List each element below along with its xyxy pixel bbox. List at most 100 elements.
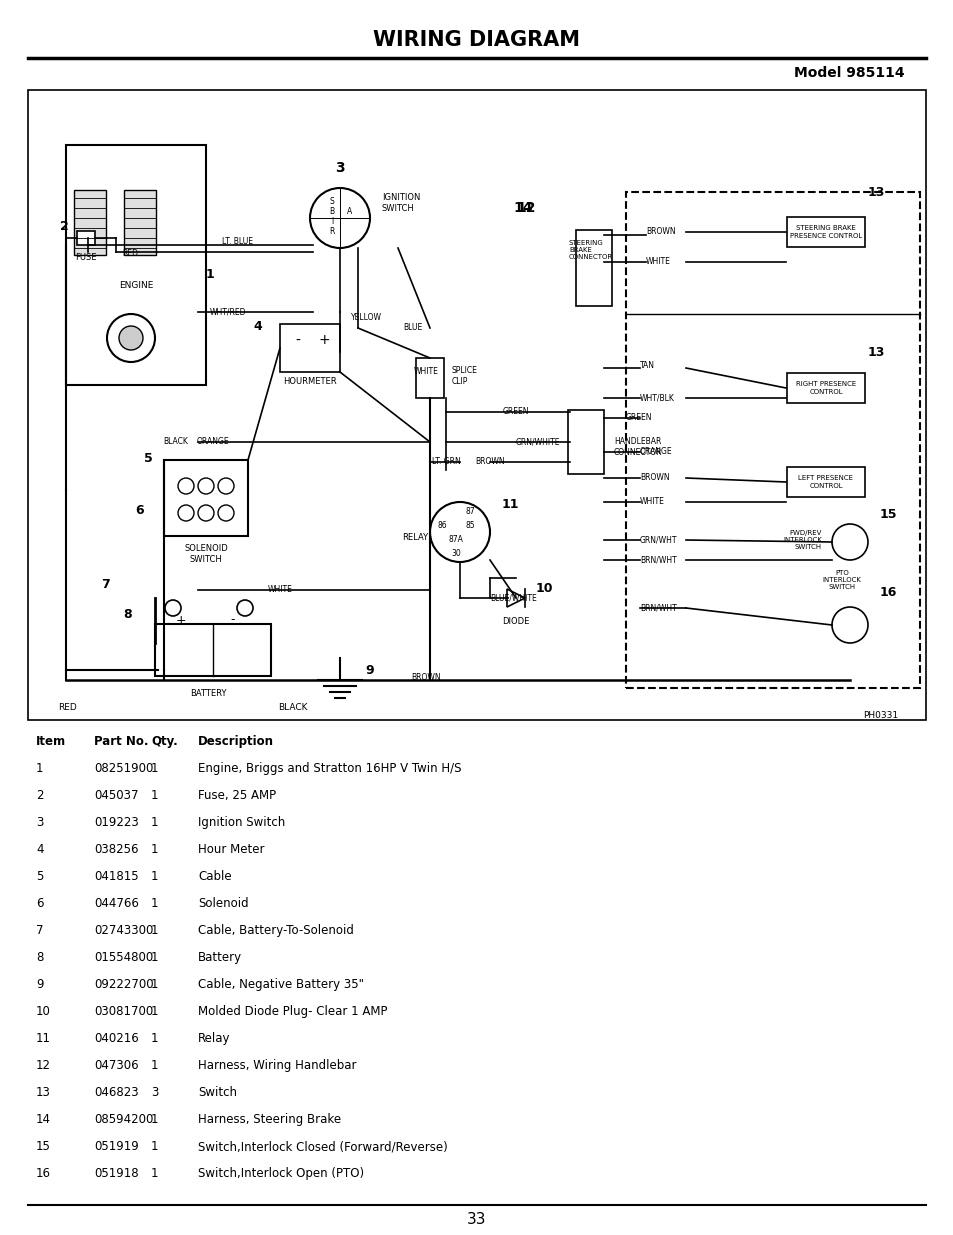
Text: 019223: 019223 xyxy=(94,816,138,829)
Text: 09222700: 09222700 xyxy=(94,978,153,990)
Text: Part No.: Part No. xyxy=(94,735,149,748)
Text: -: - xyxy=(231,614,235,626)
Text: 13: 13 xyxy=(866,185,883,199)
Text: Switch,Interlock Open (PTO): Switch,Interlock Open (PTO) xyxy=(198,1167,364,1179)
Text: LT. GRN: LT. GRN xyxy=(431,457,460,467)
Text: 4: 4 xyxy=(36,844,44,856)
Text: RIGHT PRESENCE
CONTROL: RIGHT PRESENCE CONTROL xyxy=(795,382,855,394)
Text: 045037: 045037 xyxy=(94,789,138,802)
Text: -: - xyxy=(295,333,300,348)
Text: PTO
INTERLOCK
SWITCH: PTO INTERLOCK SWITCH xyxy=(821,571,861,590)
Text: 03081700: 03081700 xyxy=(94,1005,153,1018)
Text: 047306: 047306 xyxy=(94,1058,138,1072)
Text: STEERING BRAKE
PRESENCE CONTROL: STEERING BRAKE PRESENCE CONTROL xyxy=(789,226,862,238)
Text: IGNITION
SWITCH: IGNITION SWITCH xyxy=(381,194,420,212)
Circle shape xyxy=(218,478,233,494)
Text: WHITE: WHITE xyxy=(267,585,293,594)
Text: 051918: 051918 xyxy=(94,1167,138,1179)
Bar xyxy=(567,410,603,474)
Text: 14: 14 xyxy=(513,201,532,215)
Text: 15: 15 xyxy=(36,1140,51,1153)
Text: 9: 9 xyxy=(365,663,374,677)
Text: TAN: TAN xyxy=(639,361,655,369)
Text: 08594200: 08594200 xyxy=(94,1113,153,1126)
Text: Cable, Negative Battery 35": Cable, Negative Battery 35" xyxy=(198,978,364,990)
Text: WIRING DIAGRAM: WIRING DIAGRAM xyxy=(374,30,579,49)
Text: PH0331: PH0331 xyxy=(862,710,897,720)
Text: ORANGE: ORANGE xyxy=(196,437,229,447)
Circle shape xyxy=(198,478,213,494)
Text: 87A: 87A xyxy=(448,536,463,545)
Bar xyxy=(576,230,612,306)
Text: BRN/WHT: BRN/WHT xyxy=(639,604,676,613)
Text: 1: 1 xyxy=(151,869,158,883)
Bar xyxy=(74,190,106,254)
Text: FWD/REV
INTERLOCK
SWITCH: FWD/REV INTERLOCK SWITCH xyxy=(782,530,821,550)
Text: RED: RED xyxy=(122,248,138,258)
Text: S: S xyxy=(330,198,334,206)
Circle shape xyxy=(236,600,253,616)
Text: HOURMETER: HOURMETER xyxy=(283,378,336,387)
Text: 16: 16 xyxy=(36,1167,51,1179)
Text: +: + xyxy=(318,333,330,347)
Text: Ignition Switch: Ignition Switch xyxy=(198,816,285,829)
Text: SOLENOID
SWITCH: SOLENOID SWITCH xyxy=(184,545,228,563)
Text: YELLOW: YELLOW xyxy=(350,314,381,322)
Bar xyxy=(77,231,95,245)
Text: 33: 33 xyxy=(467,1213,486,1228)
Text: RED: RED xyxy=(58,704,77,713)
Text: 1: 1 xyxy=(151,789,158,802)
Text: 9: 9 xyxy=(36,978,44,990)
Text: STEERING
BRAKE
CONNECTOR: STEERING BRAKE CONNECTOR xyxy=(568,240,613,261)
Text: 1: 1 xyxy=(151,1113,158,1126)
Text: 8: 8 xyxy=(36,951,43,965)
Bar xyxy=(66,144,206,385)
Text: 1: 1 xyxy=(151,951,158,965)
Text: 4: 4 xyxy=(253,320,262,332)
Text: 1: 1 xyxy=(151,924,158,937)
Text: 12: 12 xyxy=(36,1058,51,1072)
Text: 1: 1 xyxy=(151,1032,158,1045)
Text: ENGINE: ENGINE xyxy=(119,280,153,289)
Text: WHT/RED: WHT/RED xyxy=(210,308,246,316)
Text: BROWN: BROWN xyxy=(639,473,669,483)
Text: FUSE: FUSE xyxy=(75,253,96,263)
Text: 041815: 041815 xyxy=(94,869,138,883)
Text: 7: 7 xyxy=(36,924,44,937)
Circle shape xyxy=(119,326,143,350)
Text: SPLICE
CLIP: SPLICE CLIP xyxy=(452,367,477,385)
Text: 044766: 044766 xyxy=(94,897,139,910)
Text: 1: 1 xyxy=(151,762,158,776)
Text: 040216: 040216 xyxy=(94,1032,138,1045)
Text: 16: 16 xyxy=(879,587,896,599)
Text: 85: 85 xyxy=(465,521,475,531)
Circle shape xyxy=(198,505,213,521)
Text: Hour Meter: Hour Meter xyxy=(198,844,264,856)
Text: Cable, Battery-To-Solenoid: Cable, Battery-To-Solenoid xyxy=(198,924,354,937)
Text: BROWN: BROWN xyxy=(475,457,504,467)
Circle shape xyxy=(218,505,233,521)
Text: 12: 12 xyxy=(516,201,536,215)
Text: A: A xyxy=(347,207,353,216)
Bar xyxy=(625,191,919,688)
Bar xyxy=(154,624,271,676)
Text: BLACK: BLACK xyxy=(278,704,308,713)
Text: BLACK: BLACK xyxy=(163,437,188,447)
Polygon shape xyxy=(506,589,524,606)
Circle shape xyxy=(831,606,867,643)
Text: Battery: Battery xyxy=(198,951,242,965)
Text: 1: 1 xyxy=(151,1005,158,1018)
Circle shape xyxy=(430,501,490,562)
Text: 10: 10 xyxy=(36,1005,51,1018)
Text: 1: 1 xyxy=(151,1140,158,1153)
Text: Switch: Switch xyxy=(198,1086,236,1099)
Text: GRN/WHITE: GRN/WHITE xyxy=(516,437,559,447)
Text: LEFT PRESENCE
CONTROL: LEFT PRESENCE CONTROL xyxy=(798,475,853,489)
Text: DIODE: DIODE xyxy=(502,618,529,626)
Text: 2: 2 xyxy=(59,220,69,232)
Text: Qty.: Qty. xyxy=(151,735,177,748)
Bar xyxy=(28,90,925,720)
Text: 1: 1 xyxy=(151,844,158,856)
Text: 7: 7 xyxy=(102,578,111,592)
Text: LT. BLUE: LT. BLUE xyxy=(222,237,253,247)
